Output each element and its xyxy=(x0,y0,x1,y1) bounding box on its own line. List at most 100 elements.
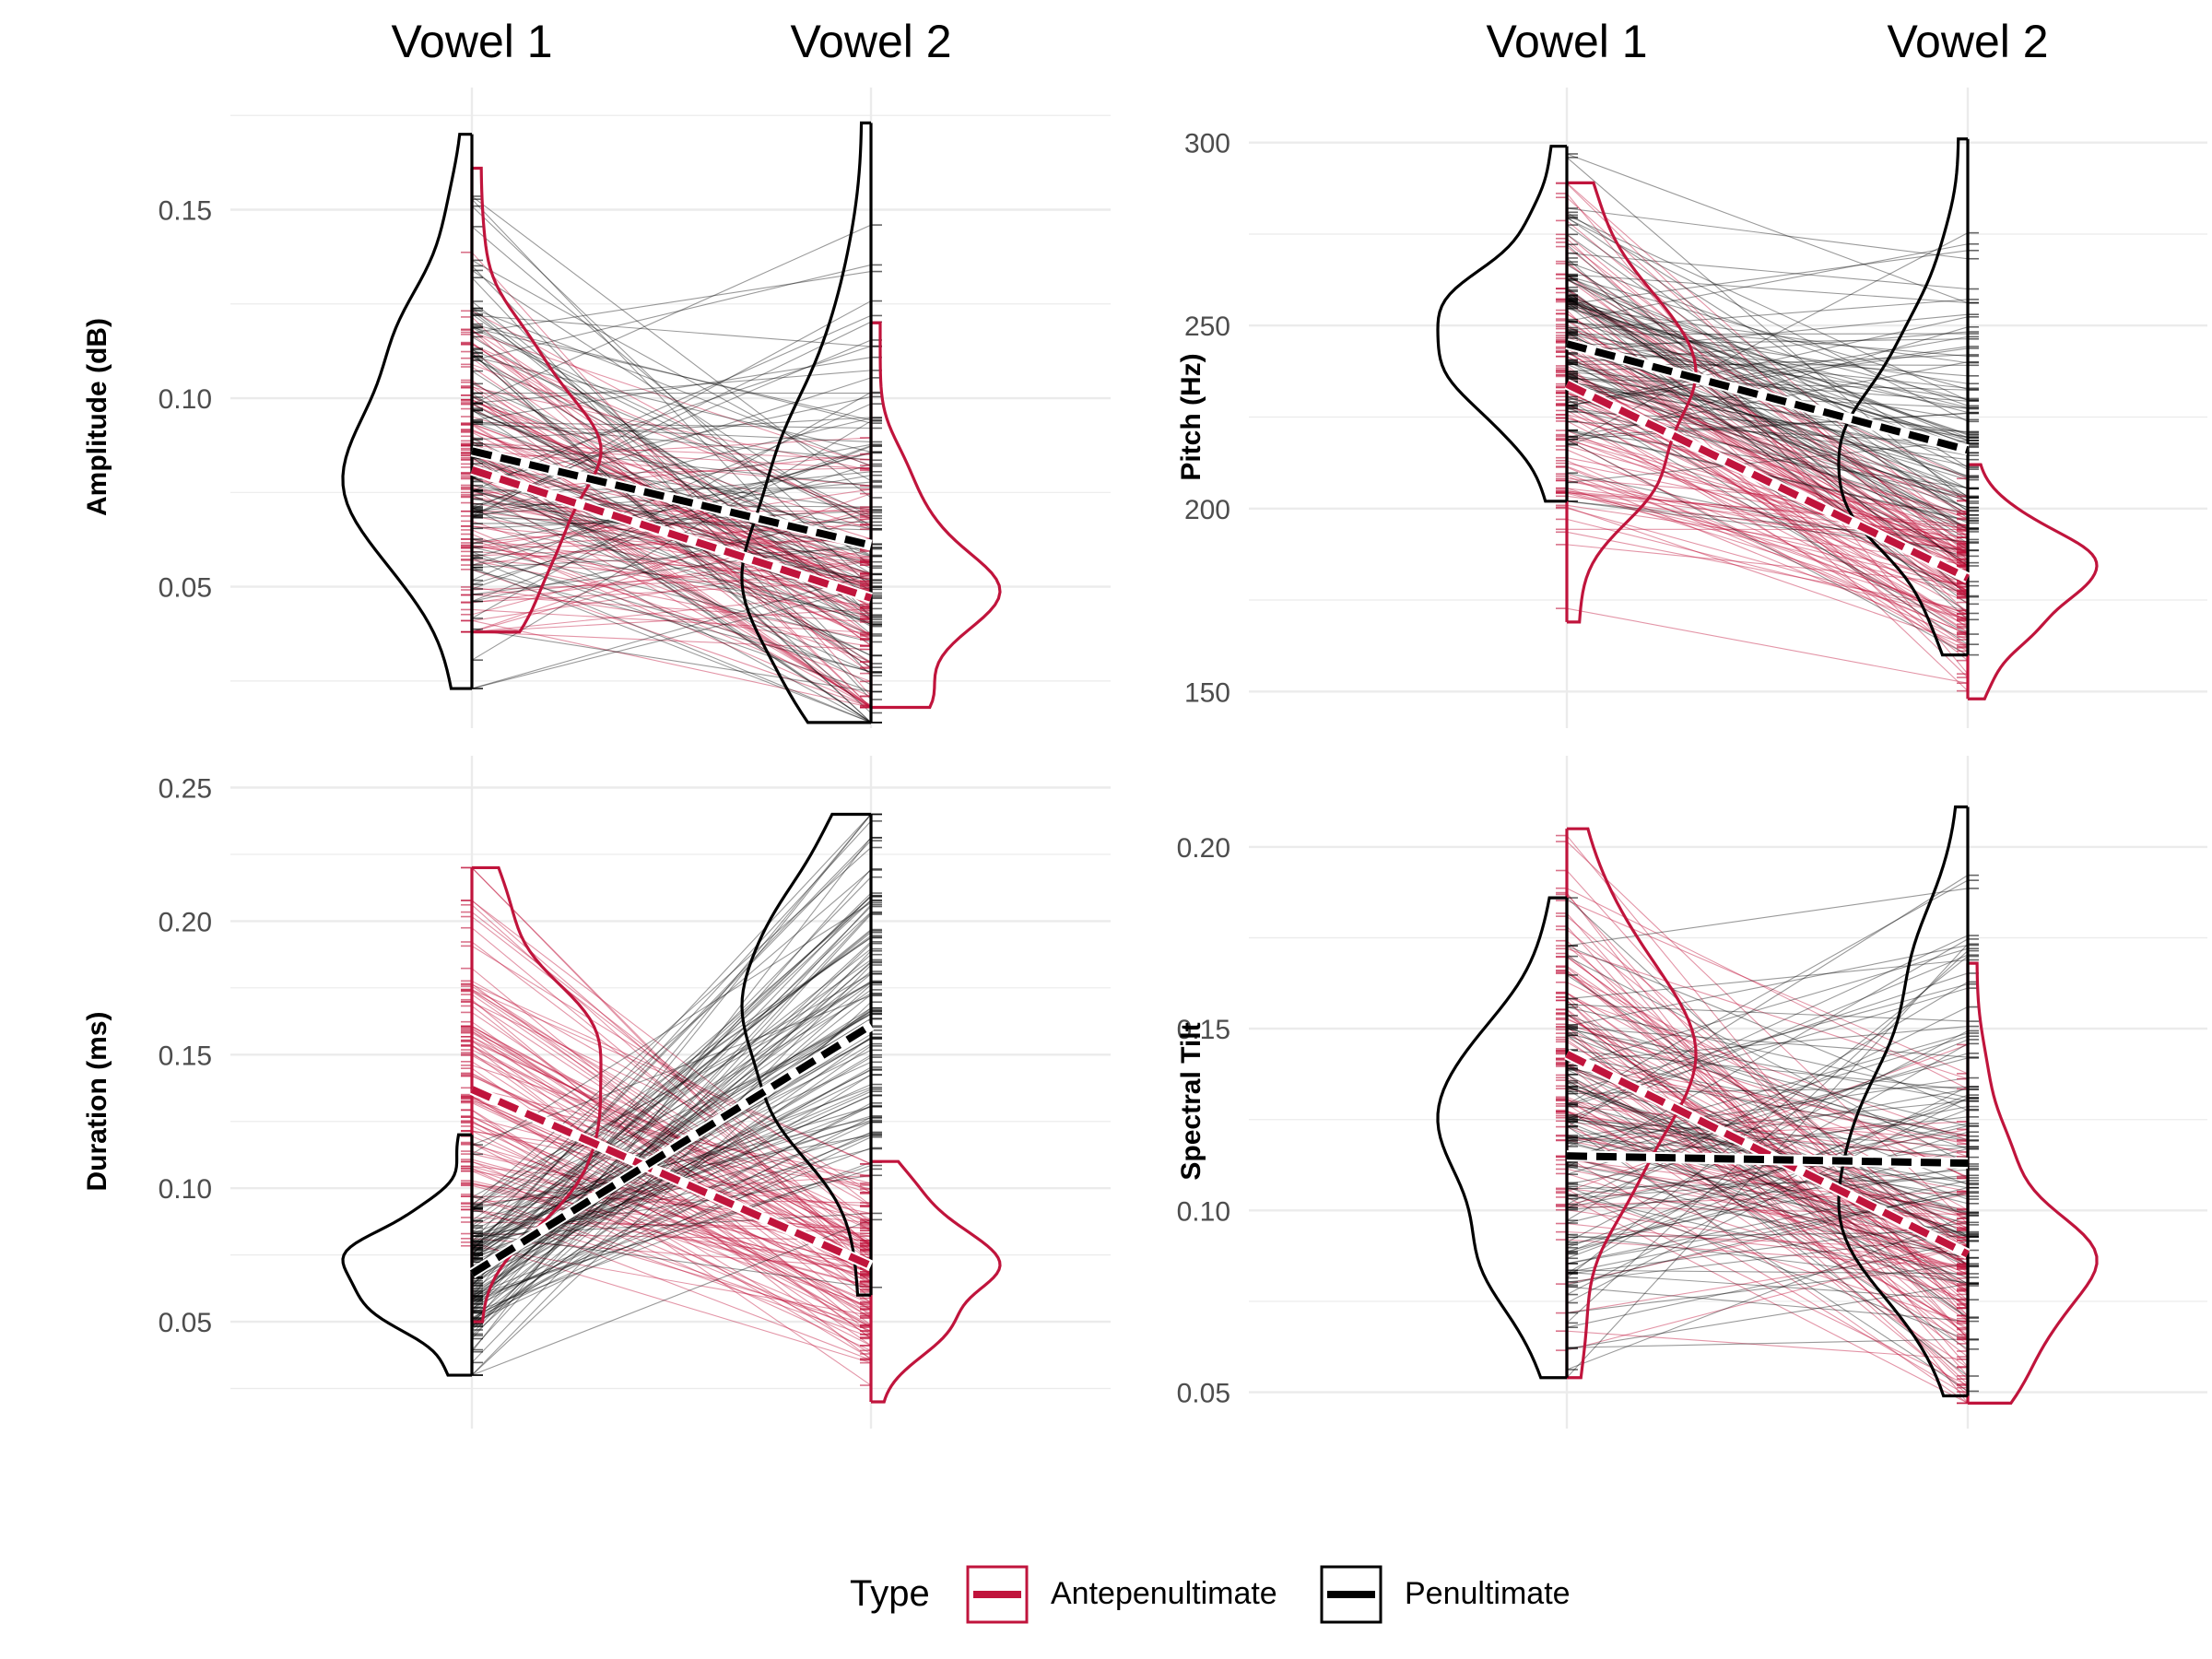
observation-line xyxy=(1566,1054,1969,1137)
observation-line xyxy=(1566,445,1969,553)
observation-line xyxy=(471,344,872,583)
observation-line xyxy=(1566,1030,1969,1243)
observation-line xyxy=(471,560,872,596)
observation-line xyxy=(1566,1100,1969,1163)
observation-line xyxy=(1566,1057,1969,1162)
observation-line xyxy=(1566,1117,1969,1275)
observation-line xyxy=(1566,1191,1969,1274)
observation-line xyxy=(1566,1012,1969,1320)
observation-line xyxy=(471,1012,872,1249)
observation-line xyxy=(1566,383,1969,498)
observation-line xyxy=(471,1010,872,1247)
observation-line xyxy=(471,935,872,1227)
observation-line xyxy=(471,1184,872,1288)
observation-line xyxy=(1566,378,1969,391)
y-tick-label: 0.25 xyxy=(159,773,212,804)
observation-line xyxy=(1566,1239,1969,1269)
density-penultimate xyxy=(341,1133,472,1377)
observation-line xyxy=(1566,275,1969,489)
observation-line xyxy=(471,1241,872,1364)
individual-lines xyxy=(471,195,872,724)
observation-line xyxy=(1566,336,1969,521)
observation-line xyxy=(471,1087,872,1184)
observation-line xyxy=(471,252,872,697)
observation-line xyxy=(471,491,872,558)
observation-line xyxy=(471,310,872,526)
density-penultimate xyxy=(1837,137,1968,657)
observation-line xyxy=(471,1180,872,1273)
observation-line xyxy=(471,429,872,586)
observation-line xyxy=(471,416,872,540)
observation-line xyxy=(471,1094,872,1279)
observation-line xyxy=(1566,274,1969,304)
observation-line xyxy=(471,1159,872,1268)
mean-line-antepenultimate xyxy=(1565,381,1970,582)
observation-line xyxy=(1566,246,1969,566)
observation-line xyxy=(471,945,872,1194)
observation-line xyxy=(471,962,872,1304)
observation-line xyxy=(1566,349,1969,629)
y-tick-label: 0.20 xyxy=(1177,833,1230,864)
observation-line xyxy=(471,1130,872,1327)
observation-line xyxy=(471,457,872,708)
observation-line xyxy=(1566,492,1969,526)
y-tick-label: 300 xyxy=(1184,129,1230,159)
density-penultimate xyxy=(1436,145,1567,503)
observation-line xyxy=(1566,1100,1969,1331)
observation-line xyxy=(471,1040,872,1339)
observation-line xyxy=(471,1161,872,1313)
observation-line xyxy=(1566,1059,1969,1136)
observation-line xyxy=(471,356,872,556)
observation-line xyxy=(471,329,872,592)
observation-line xyxy=(471,357,872,421)
observation-line xyxy=(1566,1088,1969,1350)
observation-line xyxy=(471,1147,872,1302)
observation-line xyxy=(1566,1018,1969,1231)
observation-line xyxy=(471,941,872,1246)
observation-line xyxy=(1566,1109,1969,1259)
mean-lines xyxy=(468,1020,875,1279)
observation-line xyxy=(471,271,872,334)
observation-line xyxy=(471,269,872,530)
observation-line xyxy=(1566,1074,1969,1292)
y-tick-label: 0.15 xyxy=(159,1041,212,1071)
observation-line xyxy=(1566,414,1969,649)
observation-line xyxy=(471,930,872,1255)
observation-line xyxy=(1566,1121,1969,1287)
observation-line xyxy=(1566,1067,1969,1142)
observation-line xyxy=(471,985,872,1247)
observation-line xyxy=(471,226,872,567)
observation-line xyxy=(1566,1177,1969,1190)
density-antepenultimate xyxy=(871,1159,1002,1404)
y-tick-label: 0.10 xyxy=(159,1174,212,1205)
observation-line xyxy=(1566,1221,1969,1275)
observation-line xyxy=(471,1065,872,1194)
observation-line xyxy=(471,551,872,693)
observation-line xyxy=(1566,321,1969,384)
observation-line xyxy=(471,392,872,619)
observation-line xyxy=(1566,1163,1969,1223)
observation-line xyxy=(1566,434,1969,545)
observation-line xyxy=(1566,295,1969,614)
observation-line xyxy=(1566,300,1969,546)
y-tick-label: 0.05 xyxy=(159,573,212,604)
observation-line xyxy=(471,1171,872,1335)
observation-line xyxy=(471,529,872,698)
legend-label-penultimate: Penultimate xyxy=(1405,1576,1571,1611)
observation-line xyxy=(471,867,872,1273)
observation-line xyxy=(1566,476,1969,641)
observation-line xyxy=(471,545,872,607)
observation-line xyxy=(1566,1103,1969,1369)
density-penultimate xyxy=(740,121,871,724)
observation-line xyxy=(1566,335,1969,406)
observation-line xyxy=(1566,403,1969,599)
observation-line xyxy=(1566,966,1969,1301)
y-tick-label: 150 xyxy=(1184,677,1230,708)
observation-line xyxy=(471,1099,872,1318)
observation-line xyxy=(1566,1233,1969,1284)
density-penultimate xyxy=(740,812,871,1297)
observation-line xyxy=(1566,440,1969,483)
observation-line xyxy=(1566,345,1969,499)
observation-line xyxy=(471,1135,872,1208)
observation-line xyxy=(471,339,872,511)
